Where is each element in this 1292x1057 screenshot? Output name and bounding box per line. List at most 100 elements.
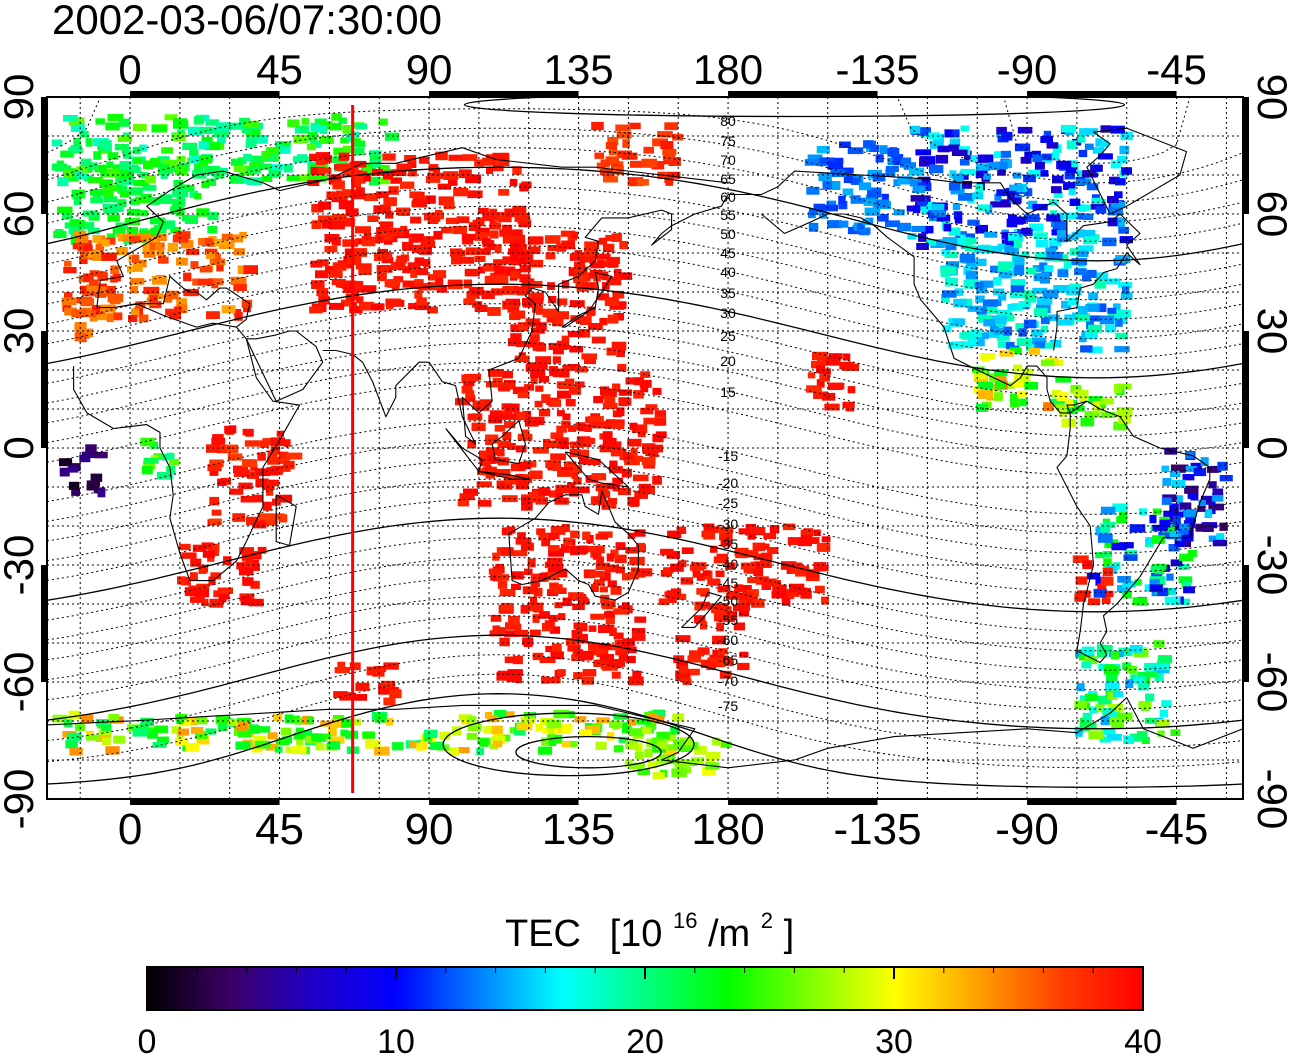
tec-cell — [613, 745, 624, 753]
tec-cell — [176, 715, 184, 725]
tec-cell — [184, 717, 199, 726]
tec-cell — [291, 746, 307, 755]
tec-cell — [139, 144, 147, 152]
tec-cell — [652, 387, 662, 395]
tec-cell — [864, 207, 881, 216]
tec-cell — [528, 246, 541, 255]
top-lon-tick-label: -45 — [1146, 46, 1207, 93]
tec-cell — [385, 718, 394, 726]
tec-cell — [863, 199, 880, 206]
tec-cell — [1208, 503, 1225, 511]
tec-cell — [1009, 393, 1019, 403]
tec-cell — [506, 421, 514, 428]
tec-cell — [489, 208, 497, 216]
tec-cell — [1184, 485, 1199, 494]
tec-cell — [538, 375, 550, 383]
tec-cell — [548, 295, 557, 304]
tec-cell — [206, 444, 221, 453]
tec-cell — [929, 214, 937, 222]
tec-cell — [539, 611, 550, 619]
frame-bar-right — [1243, 331, 1249, 448]
tec-cell — [573, 274, 589, 283]
tec-cell — [700, 621, 708, 630]
tec-cell — [492, 552, 500, 561]
tec-cell — [1079, 306, 1088, 315]
tec-cell — [172, 132, 186, 142]
tec-cell — [355, 187, 365, 196]
tec-cell — [539, 573, 548, 581]
tec-cell — [1170, 729, 1181, 736]
colorbar-title: TEC [10 16 /m 2 ] — [505, 908, 794, 955]
tec-cell — [1013, 239, 1022, 249]
tec-cell — [362, 285, 377, 293]
tec-cell — [87, 227, 100, 235]
tec-cell — [283, 164, 293, 173]
tec-cell — [663, 158, 678, 165]
tec-cell — [696, 573, 705, 581]
tec-cell — [681, 547, 694, 554]
tec-cell — [512, 205, 527, 213]
tec-cell — [265, 743, 279, 751]
tec-cell — [561, 280, 569, 289]
tec-cell — [634, 616, 647, 623]
top-lon-tick-label: 0 — [118, 46, 141, 93]
tec-cell — [66, 732, 82, 742]
tec-cell — [282, 736, 292, 744]
tec-cell — [236, 562, 244, 570]
tec-cell — [218, 723, 228, 732]
tec-cell — [336, 190, 348, 200]
tec-cell — [553, 709, 570, 719]
tec-cell — [675, 670, 690, 678]
tec-cell — [457, 499, 469, 507]
tec-cell — [634, 490, 648, 499]
tec-cell — [997, 264, 1009, 272]
tec-cell — [92, 235, 102, 243]
tec-cell — [355, 226, 371, 234]
tec-cell — [786, 589, 800, 597]
contour-label: -15 — [718, 448, 738, 464]
tec-cell — [329, 122, 342, 131]
tec-cell — [293, 134, 308, 144]
tec-cell — [266, 147, 280, 155]
tec-cell — [532, 614, 540, 623]
tec-cell — [1085, 693, 1098, 701]
tec-cell — [967, 219, 980, 226]
tec-cell — [629, 497, 639, 507]
tec-cell — [85, 138, 93, 147]
tec-cell — [545, 252, 556, 260]
tec-cell — [319, 733, 331, 740]
tec-cell — [414, 290, 423, 299]
tec-cell — [1074, 268, 1087, 276]
coastline — [96, 275, 251, 328]
contour-line — [47, 108, 1243, 203]
tec-cell — [160, 170, 168, 179]
tec-cell — [825, 356, 841, 366]
tec-cell — [1117, 155, 1128, 164]
tec-cell — [340, 729, 349, 737]
tec-cell — [723, 606, 732, 614]
tec-cell — [534, 400, 543, 408]
tec-cell — [213, 238, 229, 247]
tec-cell — [172, 120, 189, 129]
tec-cell — [530, 416, 545, 425]
tec-cell — [230, 276, 247, 285]
tec-cell — [667, 530, 682, 539]
tec-cell — [602, 243, 615, 253]
tec-cell — [911, 225, 926, 232]
tec-cell — [599, 444, 614, 453]
tec-cell — [821, 368, 831, 375]
tec-cell — [1123, 735, 1134, 745]
tec-cell — [588, 323, 603, 331]
tec-cell — [404, 155, 417, 163]
tec-cell — [611, 671, 621, 679]
tec-cell — [465, 390, 475, 399]
tec-cell — [522, 429, 530, 439]
tec-cell — [842, 188, 854, 196]
tec-cell — [456, 216, 470, 223]
tec-cell — [467, 716, 477, 723]
tec-cell — [463, 279, 473, 289]
tec-cell — [1056, 392, 1069, 402]
tec-cell — [338, 152, 350, 161]
tec-cell — [500, 602, 513, 611]
tec-cell — [520, 716, 535, 725]
